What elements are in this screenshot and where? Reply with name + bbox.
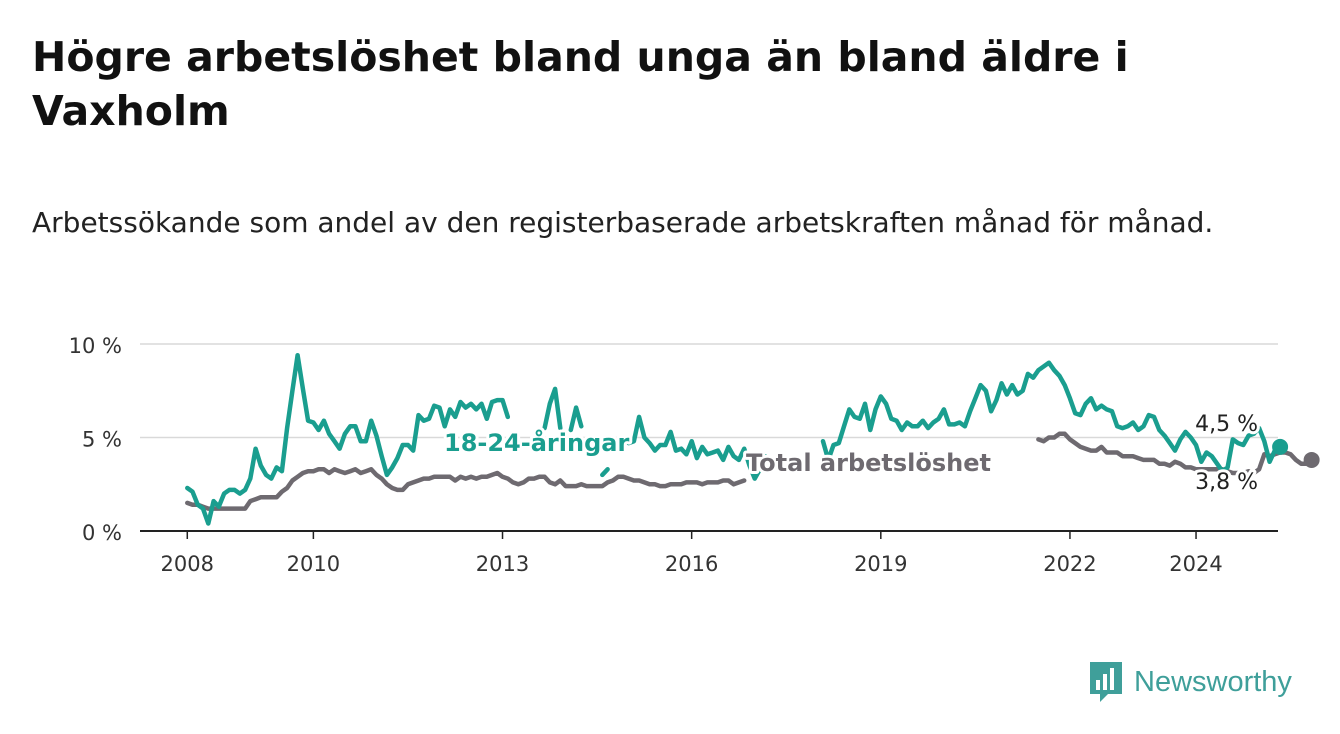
x-tick-label: 2013 (476, 552, 529, 576)
y-tick-label: 10 % (69, 334, 122, 358)
end-value-label-total: 3,8 % (1195, 470, 1258, 495)
series-label-youth: 18-24-åringar (444, 428, 629, 457)
x-tick-label: 2010 (287, 552, 340, 576)
y-tick-label: 0 % (82, 521, 122, 545)
chart-title: Högre arbetslöshet bland unga än bland ä… (32, 33, 1129, 135)
series-layer (185, 352, 1320, 526)
newsworthy-logo[interactable]: Newsworthy (1088, 660, 1292, 704)
x-tick-label: 2008 (161, 552, 214, 576)
series-end-marker-youth (1272, 438, 1289, 455)
series-end-marker-total (1303, 451, 1320, 468)
x-tick-label: 2019 (854, 552, 907, 576)
axis-labels: 0 % 5 % 10 % 2008 2010 2013 2016 2019 2022 2024 (69, 334, 1223, 576)
x-tick-label: 2022 (1043, 552, 1096, 576)
bar-chart-icon (1090, 662, 1122, 702)
grid-lines (140, 343, 1278, 539)
y-tick-label: 5 % (82, 428, 122, 452)
x-tick-label: 2016 (665, 552, 718, 576)
brand-name: Newsworthy (1134, 665, 1292, 698)
end-value-label-youth: 4,5 % (1195, 412, 1258, 437)
series-label-total: Total arbetslöshet (746, 449, 991, 477)
chart-subtitle: Arbetssökande som andel av den registerb… (32, 206, 1214, 239)
x-tick-label: 2024 (1169, 552, 1222, 576)
series-labels: 18-24-åringar Total arbetslöshet 4,5 % 3,8 … (441, 409, 1261, 498)
series-line-youth (185, 352, 1283, 526)
